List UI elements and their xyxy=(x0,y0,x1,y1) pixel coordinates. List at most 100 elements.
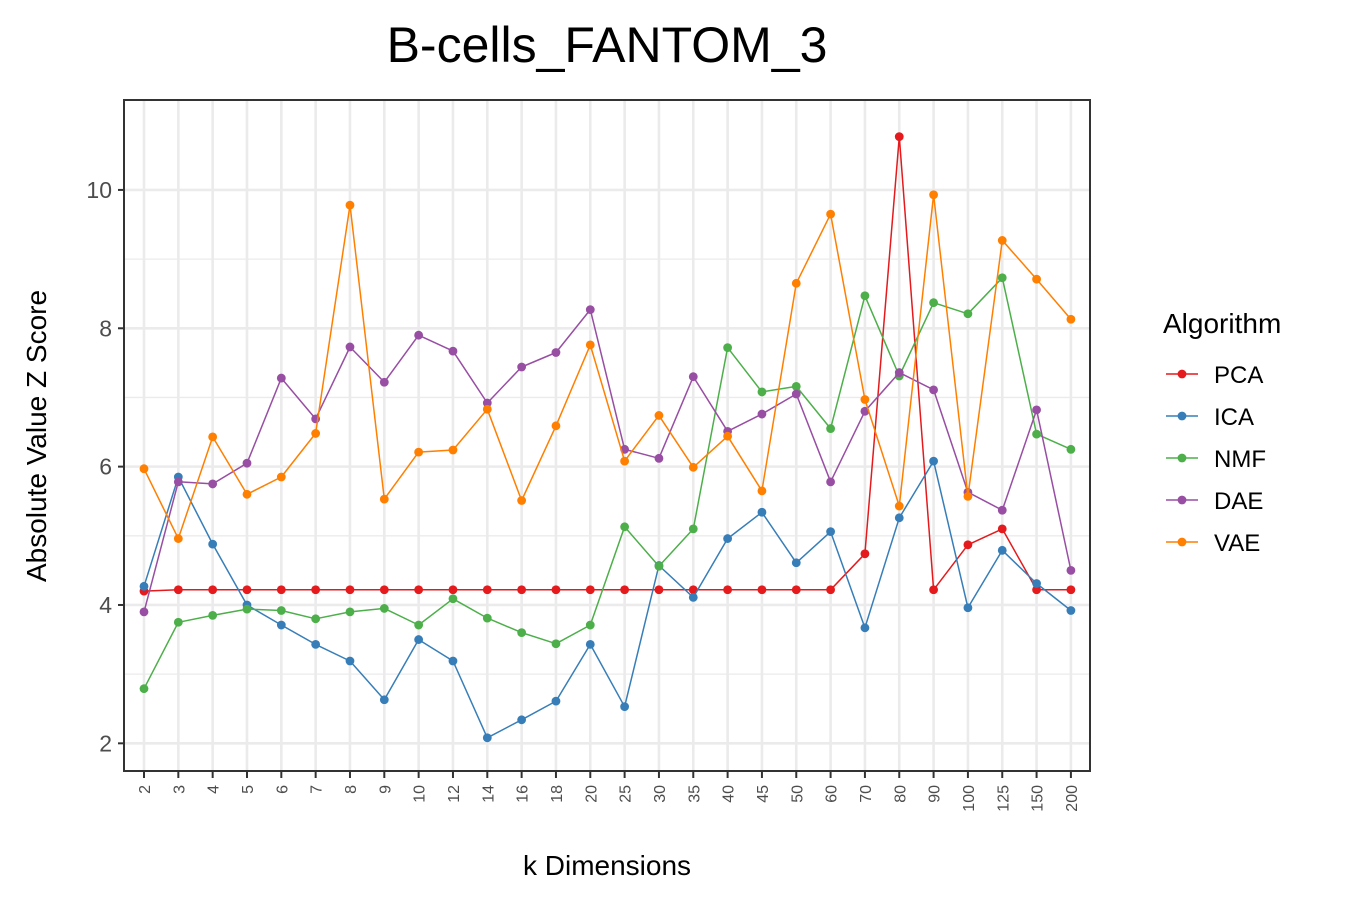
data-point-ica xyxy=(551,696,561,706)
data-point-ica xyxy=(620,702,630,712)
data-point-ica xyxy=(929,456,938,466)
legend-items: PCA ICA NMF DAE VAE xyxy=(1166,362,1266,557)
series-line-nmf xyxy=(143,277,1072,690)
data-point-dae xyxy=(894,368,904,377)
data-point-vae xyxy=(963,491,973,501)
data-point-dae xyxy=(551,348,561,357)
x-tick-label: 10 xyxy=(412,785,429,803)
data-point-ica xyxy=(448,656,458,666)
data-point-vae xyxy=(791,278,801,288)
y-tick-label: 8 xyxy=(99,315,112,341)
data-point-vae xyxy=(1032,274,1041,284)
data-point-pca xyxy=(826,585,835,595)
data-point-pca xyxy=(414,585,424,595)
x-tick-label: 18 xyxy=(549,785,566,803)
x-tick-label: 12 xyxy=(446,785,463,803)
data-point-nmf xyxy=(997,273,1007,283)
legend-label-pca: PCA xyxy=(1214,362,1263,389)
data-point-nmf xyxy=(1066,444,1076,454)
data-point-pca xyxy=(1066,585,1076,595)
data-point-pca xyxy=(173,585,183,595)
data-point-vae xyxy=(757,486,767,496)
data-point-dae xyxy=(826,477,835,487)
data-point-nmf xyxy=(482,613,492,623)
x-axis-title: k Dimensions xyxy=(523,850,691,881)
data-point-vae xyxy=(448,445,458,455)
y-tick-label: 6 xyxy=(99,454,112,480)
legend-label-ica: ICA xyxy=(1214,404,1254,431)
data-point-dae xyxy=(173,477,183,487)
data-point-vae xyxy=(826,209,835,219)
data-point-vae xyxy=(482,404,492,414)
data-point-vae xyxy=(860,395,870,404)
data-point-nmf xyxy=(551,639,561,649)
data-point-ica xyxy=(963,603,973,613)
data-point-ica xyxy=(276,620,286,630)
data-point-ica xyxy=(414,635,424,644)
data-point-vae xyxy=(517,496,527,505)
legend-key-point-pca xyxy=(1177,369,1187,379)
data-point-vae xyxy=(311,429,321,438)
data-point-vae xyxy=(585,340,595,350)
data-point-pca xyxy=(585,585,595,595)
data-point-vae xyxy=(242,489,252,499)
x-tick-label: 2 xyxy=(137,785,154,794)
data-point-dae xyxy=(791,389,801,399)
data-point-pca xyxy=(242,585,252,595)
data-point-dae xyxy=(414,330,424,340)
x-tick-label: 4 xyxy=(206,785,223,794)
data-point-pca xyxy=(723,585,733,595)
x-tick-label: 150 xyxy=(1030,785,1047,812)
data-point-pca xyxy=(929,585,938,595)
data-point-vae xyxy=(414,447,424,457)
data-point-ica xyxy=(1032,579,1041,588)
x-tick-label: 30 xyxy=(652,785,669,803)
data-point-nmf xyxy=(860,291,870,301)
x-tick-label: 16 xyxy=(515,785,532,803)
data-point-dae xyxy=(585,305,595,315)
data-point-dae xyxy=(345,342,355,352)
series-vae xyxy=(139,190,1076,543)
data-point-vae xyxy=(997,236,1007,245)
x-tick-label: 125 xyxy=(995,785,1012,812)
data-point-ica xyxy=(860,623,870,633)
data-point-nmf xyxy=(139,684,149,694)
data-point-vae xyxy=(1066,314,1076,324)
data-point-ica xyxy=(311,640,321,649)
x-tick-label: 70 xyxy=(858,785,875,803)
y-tick-label: 4 xyxy=(99,592,112,618)
data-point-vae xyxy=(620,456,630,466)
x-tick-label: 50 xyxy=(789,785,806,803)
y-axis: 2 4 6 8 10 xyxy=(86,177,124,756)
data-point-pca xyxy=(997,524,1007,534)
data-point-pca xyxy=(517,585,527,595)
data-point-nmf xyxy=(1032,429,1041,439)
y-tick-label: 10 xyxy=(86,177,112,203)
data-point-dae xyxy=(688,372,698,382)
data-point-dae xyxy=(757,409,767,419)
x-tick-label: 35 xyxy=(686,785,703,803)
legend-item-vae: VAE xyxy=(1166,530,1260,557)
data-point-vae xyxy=(276,472,286,482)
data-point-ica xyxy=(688,592,698,602)
x-tick-label: 6 xyxy=(274,785,291,794)
data-point-pca xyxy=(482,585,492,595)
data-point-dae xyxy=(379,377,389,387)
data-point-dae xyxy=(1032,405,1041,415)
data-point-dae xyxy=(482,398,492,408)
x-tick-label: 7 xyxy=(309,785,326,794)
legend-item-pca: PCA xyxy=(1166,362,1263,389)
legend-item-dae: DAE xyxy=(1166,488,1263,515)
data-point-ica xyxy=(585,640,595,649)
y-axis-title: Absolute Value Z Score xyxy=(21,290,52,582)
data-point-dae xyxy=(242,458,252,468)
legend-item-nmf: NMF xyxy=(1166,446,1266,473)
data-point-nmf xyxy=(654,561,664,571)
data-point-pca xyxy=(345,585,355,595)
data-point-ica xyxy=(517,715,527,725)
chart-title: B-cells_FANTOM_3 xyxy=(387,17,828,73)
data-point-nmf xyxy=(414,620,424,630)
data-point-nmf xyxy=(757,387,767,397)
data-point-dae xyxy=(517,362,527,372)
legend-label-vae: VAE xyxy=(1214,530,1260,557)
